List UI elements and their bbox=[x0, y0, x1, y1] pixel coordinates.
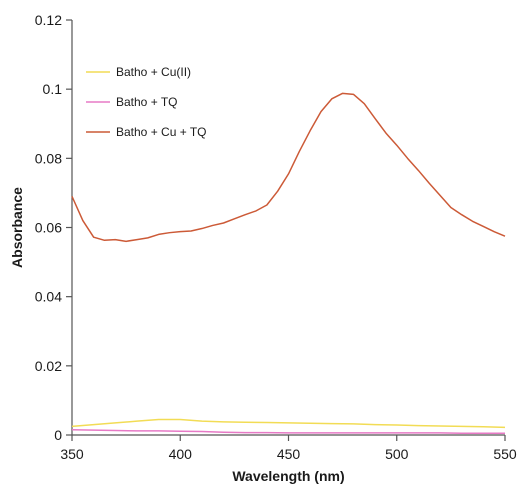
x-tick-label: 450 bbox=[277, 446, 301, 462]
series-line-batho-cu-ii bbox=[71, 418, 506, 429]
legend: Batho + Cu(II) Batho + TQ Batho + Cu + TQ bbox=[86, 65, 207, 139]
y-axis-label: Absorbance bbox=[9, 187, 25, 268]
axes bbox=[71, 20, 505, 436]
x-tick-label: 550 bbox=[493, 446, 517, 462]
y-tick-label: 0.04 bbox=[35, 289, 62, 305]
x-tick-label: 350 bbox=[60, 446, 84, 462]
y-tick-label: 0.1 bbox=[43, 81, 63, 97]
y-tick-label: 0.02 bbox=[35, 358, 62, 374]
y-tick-label: 0.08 bbox=[35, 150, 62, 166]
series-line-batho-tq bbox=[71, 429, 505, 435]
legend-label-batho-cu-tq: Batho + Cu + TQ bbox=[116, 125, 207, 139]
series-line-batho-cu-tq bbox=[71, 92, 506, 243]
legend-label-batho-cu-ii: Batho + Cu(II) bbox=[116, 65, 191, 79]
y-tick-label: 0.06 bbox=[35, 220, 62, 236]
x-tick-label: 400 bbox=[169, 446, 193, 462]
y-tick-label: 0 bbox=[54, 427, 62, 443]
x-tick-label: 500 bbox=[385, 446, 409, 462]
series-group bbox=[71, 92, 506, 435]
ticks: 0 0.02 0.04 0.06 0.08 0.1 0.12 350 400 450 500 550 bbox=[35, 12, 517, 462]
y-tick-label: 0.12 bbox=[35, 12, 62, 28]
x-axis-label: Wavelength (nm) bbox=[232, 468, 344, 484]
legend-label-batho-tq: Batho + TQ bbox=[116, 95, 177, 109]
